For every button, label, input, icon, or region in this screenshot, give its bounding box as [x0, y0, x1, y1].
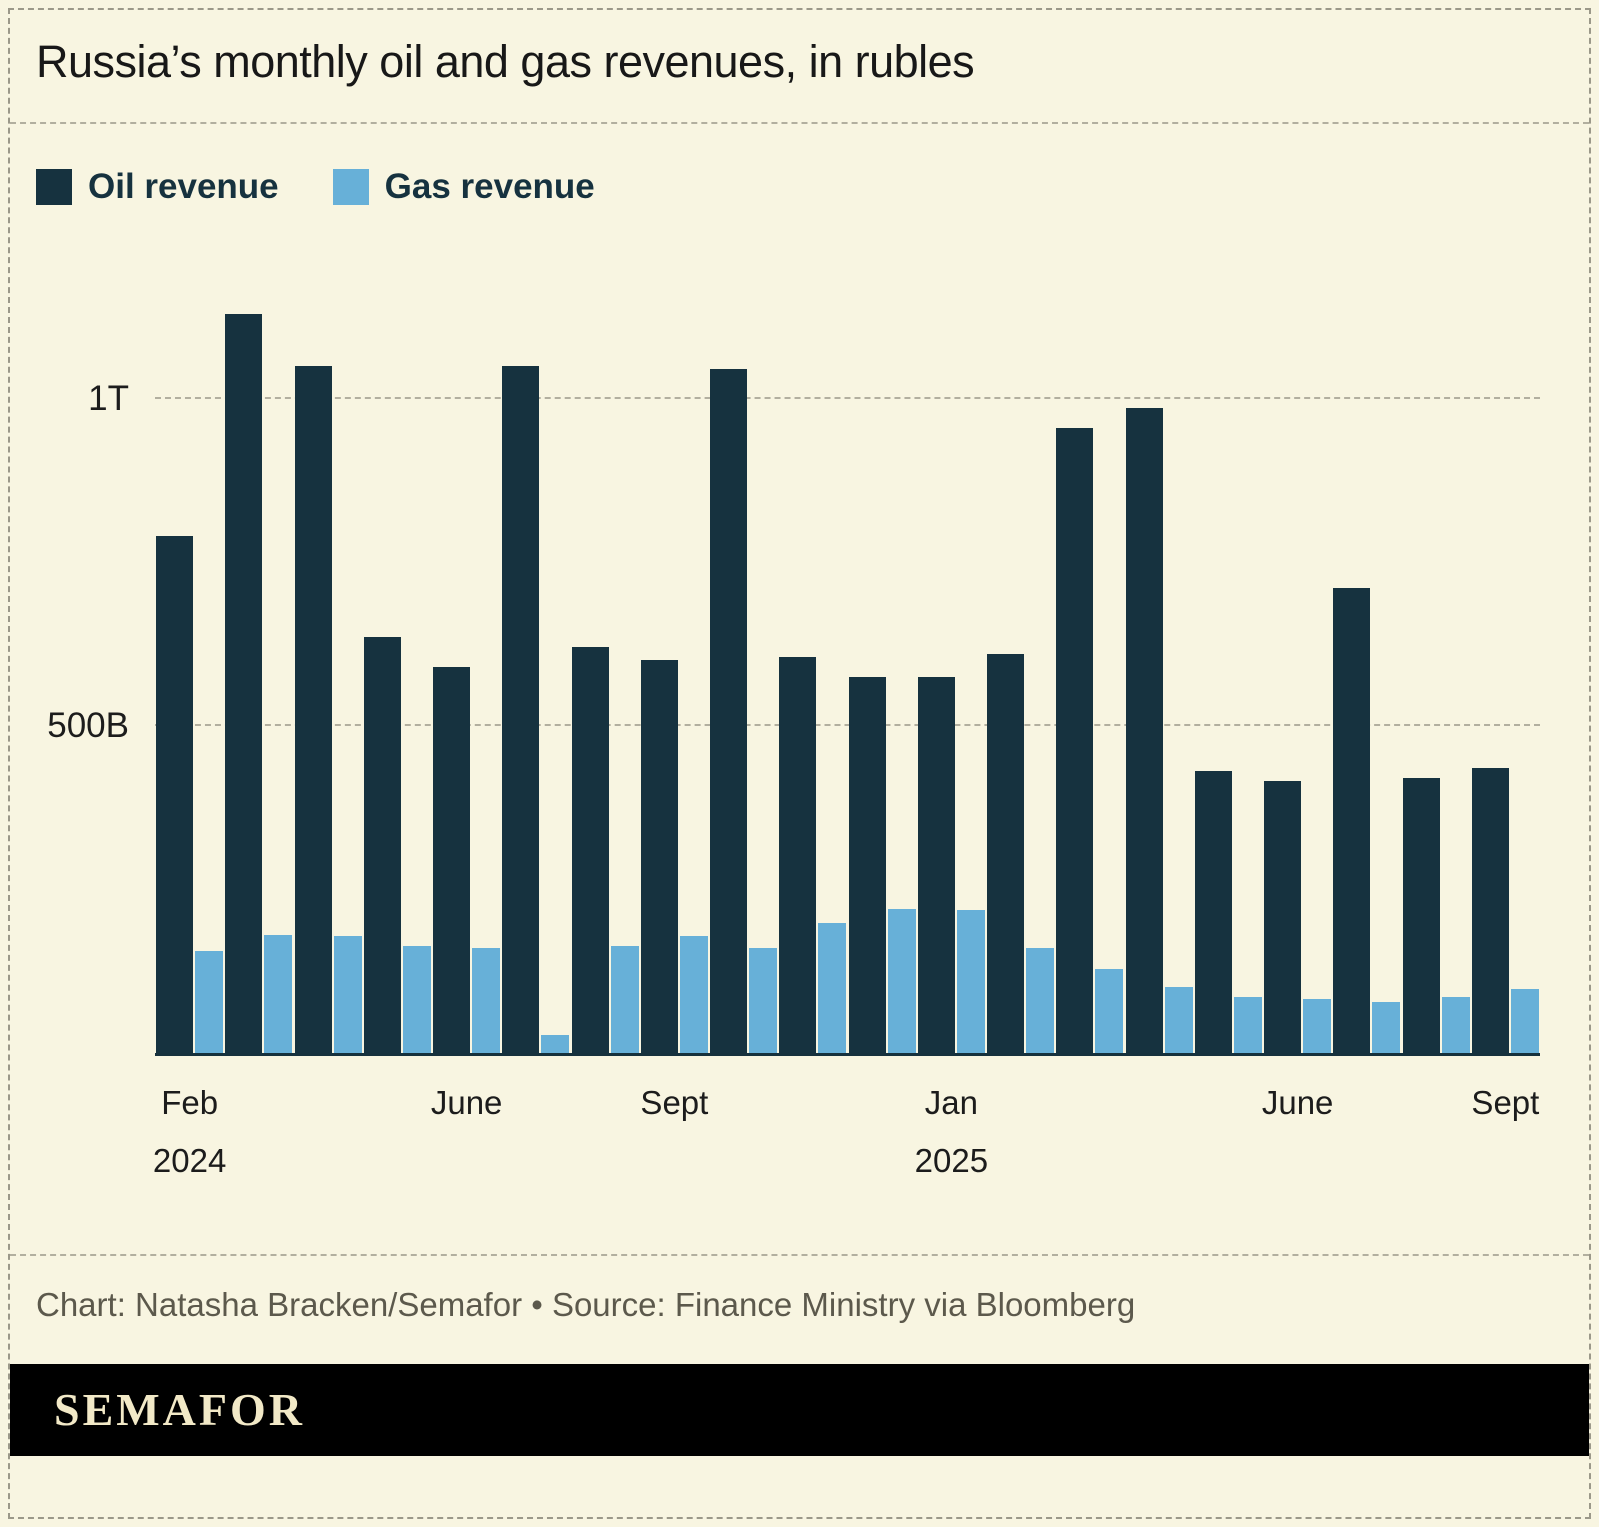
bar-group-apr-2025 — [1125, 268, 1194, 1053]
oil-bar-mar-2025 — [1056, 428, 1094, 1053]
oil-bar-july-2024 — [502, 365, 540, 1053]
oil-bar-june-2025 — [1264, 781, 1302, 1053]
oil-bar-jan-2025 — [917, 676, 955, 1053]
chart-card: Russia’s monthly oil and gas revenues, i… — [8, 8, 1591, 1519]
oil-bar-sept-2025 — [1471, 768, 1509, 1053]
x-tick-label-sept-19: Sept — [1471, 1083, 1540, 1121]
y-tick-label-1T: 1T — [88, 378, 129, 418]
gas-bar-sept-2025 — [1510, 988, 1539, 1053]
oil-bar-june-2024 — [433, 666, 471, 1053]
legend-label-gas-revenue: Gas revenue — [384, 166, 595, 206]
year-label-2024: 2024 — [152, 1141, 227, 1179]
bar-group-july-2025 — [1332, 268, 1401, 1053]
oil-swatch-icon — [36, 168, 72, 205]
oil-bar-oct-2024 — [710, 369, 748, 1053]
gas-bar-aug-2025 — [1441, 997, 1470, 1053]
x-tick-label-sept-7: Sept — [640, 1083, 709, 1121]
gas-bar-feb-2024 — [195, 951, 224, 1053]
oil-bar-feb-2025 — [987, 653, 1025, 1053]
oil-bar-aug-2025 — [1402, 778, 1440, 1053]
gas-bar-apr-2025 — [1164, 987, 1193, 1053]
bar-group-june-2025 — [1263, 268, 1332, 1053]
bar-group-aug-2024 — [571, 268, 640, 1053]
oil-bar-dec-2024 — [848, 676, 886, 1053]
chart-title: Russia’s monthly oil and gas revenues, i… — [36, 36, 975, 87]
gas-bar-dec-2024 — [887, 908, 916, 1053]
gas-bar-apr-2024 — [333, 936, 362, 1053]
bar-group-oct-2024 — [709, 268, 778, 1053]
bar-group-feb-2025 — [986, 268, 1055, 1053]
brand-bar: SEMAFOR — [10, 1363, 1589, 1456]
bottom-divider — [10, 1253, 1589, 1256]
oil-bar-july-2025 — [1333, 588, 1371, 1053]
bar-group-may-2025 — [1194, 268, 1263, 1053]
gas-bar-jan-2025 — [956, 910, 985, 1053]
legend-item-gas-revenue: Gas revenue — [332, 166, 595, 207]
semafor-logo: SEMAFOR — [54, 1384, 305, 1436]
oil-bar-may-2025 — [1194, 771, 1232, 1053]
gas-bar-oct-2024 — [749, 948, 778, 1053]
oil-bar-mar-2024 — [225, 313, 263, 1053]
gas-bar-nov-2024 — [818, 923, 847, 1053]
bar-group-dec-2024 — [848, 268, 917, 1053]
bar-group-nov-2024 — [778, 268, 847, 1053]
bar-group-jan-2025 — [917, 268, 986, 1053]
gas-bar-sept-2024 — [679, 936, 708, 1053]
oil-bar-apr-2024 — [294, 365, 332, 1053]
gas-bar-july-2024 — [541, 1035, 570, 1053]
gas-bar-aug-2024 — [610, 946, 639, 1053]
gas-swatch-icon — [332, 168, 369, 205]
y-tick-label-500B: 500B — [47, 705, 129, 745]
gas-bar-june-2024 — [472, 948, 501, 1053]
oil-bar-aug-2024 — [571, 647, 609, 1053]
bar-group-sept-2024 — [640, 268, 709, 1053]
chart-area: 500B 1T Feb June Sept Jan June Sept 2024 2025 — [47, 268, 1540, 1179]
bar-group-mar-2024 — [224, 268, 293, 1053]
oil-bar-feb-2024 — [156, 535, 194, 1053]
year-label-2025: 2025 — [914, 1141, 989, 1179]
legend-item-oil-revenue: Oil revenue — [36, 167, 279, 207]
gas-bar-mar-2025 — [1095, 969, 1124, 1053]
oil-bar-may-2024 — [363, 637, 401, 1053]
bar-group-aug-2025 — [1402, 268, 1471, 1053]
legend-label-oil-revenue: Oil revenue — [88, 166, 279, 206]
top-divider — [10, 121, 1589, 124]
gas-bar-may-2025 — [1233, 997, 1262, 1053]
bar-group-may-2024 — [363, 268, 432, 1053]
oil-bar-sept-2024 — [640, 660, 678, 1053]
x-axis: Feb June Sept Jan June Sept 2024 2025 — [153, 1056, 1540, 1179]
gridline-500B — [155, 723, 1540, 726]
bar-group-apr-2024 — [294, 268, 363, 1053]
oil-bar-apr-2025 — [1125, 408, 1163, 1053]
gas-bar-may-2024 — [402, 946, 431, 1053]
oil-bar-nov-2024 — [779, 656, 817, 1053]
gas-bar-july-2025 — [1372, 1001, 1401, 1053]
credit-line: Chart: Natasha Bracken/Semafor • Source:… — [36, 1285, 1136, 1323]
gas-bar-june-2025 — [1303, 999, 1332, 1053]
gas-bar-feb-2025 — [1026, 948, 1055, 1053]
gridline-1T — [155, 396, 1540, 399]
plot-area: 500B 1T — [47, 268, 1540, 1056]
bar-group-june-2024 — [432, 268, 501, 1053]
x-tick-label-june-4: June — [430, 1083, 503, 1121]
gas-bar-mar-2024 — [264, 935, 293, 1053]
bar-group-feb-2024 — [155, 268, 224, 1053]
bars-container — [155, 268, 1540, 1053]
bar-group-mar-2025 — [1055, 268, 1124, 1053]
x-tick-label-june-16: June — [1261, 1083, 1334, 1121]
x-tick-label-jan-11: Jan — [924, 1083, 978, 1121]
legend: Oil revenue Gas revenue — [36, 166, 1589, 207]
bar-group-july-2024 — [501, 268, 570, 1053]
x-tick-label-feb-0: Feb — [161, 1083, 219, 1121]
bar-group-sept-2025 — [1471, 268, 1540, 1053]
